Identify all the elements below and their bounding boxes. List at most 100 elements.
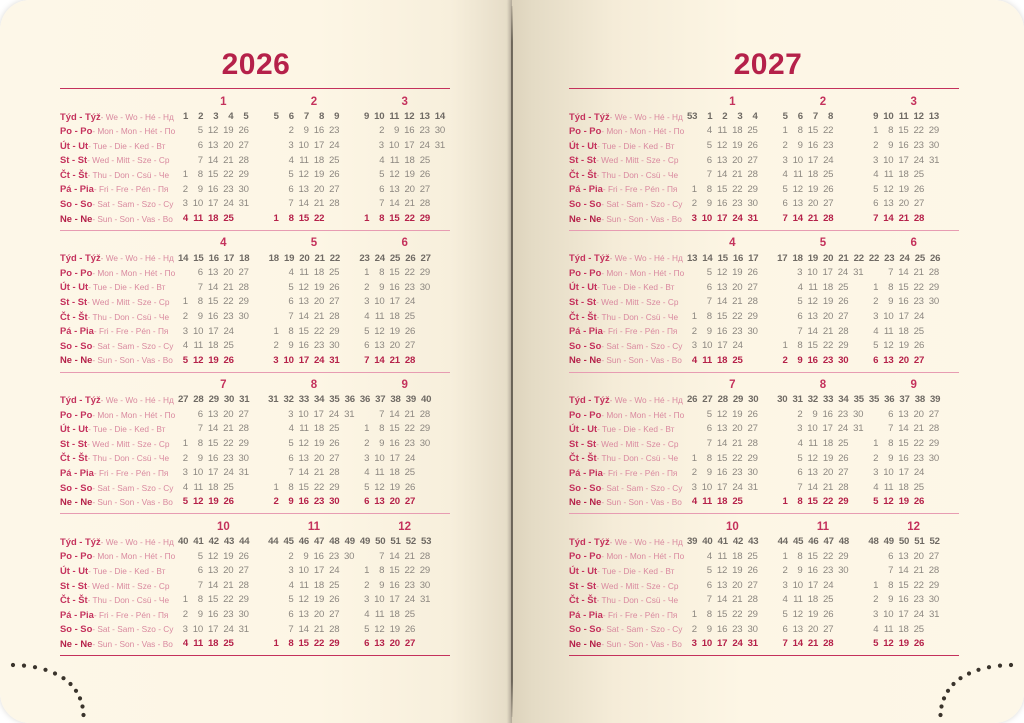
date-cell[interactable]: 17 (898, 609, 909, 621)
date-cell[interactable]: 2 (782, 139, 788, 151)
date-cell[interactable]: 8 (197, 594, 203, 606)
date-cell[interactable]: 6 (288, 296, 294, 308)
date-cell[interactable]: 23 (822, 565, 834, 577)
date-cell[interactable]: 24 (913, 154, 924, 166)
date-cell[interactable]: 18 (792, 252, 803, 264)
date-cell[interactable]: 50 (375, 536, 386, 548)
date-cell[interactable]: 18 (898, 169, 909, 181)
date-cell[interactable]: 10 (792, 154, 803, 166)
date-cell[interactable]: 21 (313, 198, 325, 210)
date-cell[interactable]: 15 (389, 212, 400, 224)
date-cell[interactable]: 16 (298, 496, 309, 508)
date-cell[interactable]: 30 (853, 408, 864, 420)
date-cell[interactable]: 36 (359, 394, 371, 406)
date-cell[interactable]: 18 (898, 623, 909, 635)
date-cell[interactable]: 26 (329, 594, 340, 606)
month-header-4[interactable]: 4 (687, 233, 778, 251)
date-cell[interactable]: 21 (223, 281, 234, 293)
date-cell[interactable]: 4 (288, 267, 294, 279)
date-cell[interactable]: 1 (691, 310, 697, 322)
date-cell[interactable]: 26 (747, 267, 758, 279)
month-header-7[interactable]: 7 (178, 375, 269, 393)
date-cell[interactable]: 45 (792, 536, 804, 548)
date-cell[interactable]: 14 (702, 252, 713, 264)
date-cell[interactable]: 8 (379, 565, 385, 577)
date-cell[interactable]: 11 (299, 579, 309, 591)
date-cell[interactable]: 28 (419, 550, 431, 562)
date-cell[interactable]: 18 (313, 154, 325, 166)
date-cell[interactable]: 10 (883, 110, 894, 122)
date-cell[interactable]: 6 (379, 183, 385, 195)
date-cell[interactable]: 30 (223, 394, 235, 406)
date-cell[interactable]: 18 (389, 310, 400, 322)
date-cell[interactable]: 31 (419, 594, 431, 606)
date-cell[interactable]: 14 (389, 198, 400, 210)
date-cell[interactable]: 22 (329, 252, 341, 264)
date-cell[interactable]: 26 (838, 296, 849, 308)
date-cell[interactable]: 23 (404, 579, 415, 591)
date-cell[interactable]: 14 (298, 310, 309, 322)
date-cell[interactable]: 3 (363, 594, 370, 606)
date-cell[interactable]: 24 (328, 408, 340, 420)
date-cell[interactable]: 9 (706, 467, 712, 479)
date-cell[interactable]: 6 (888, 550, 894, 562)
date-cell[interactable]: 31 (239, 394, 250, 406)
date-cell[interactable]: 16 (389, 579, 400, 591)
date-cell[interactable]: 4 (873, 325, 879, 337)
date-cell[interactable]: 6 (873, 354, 879, 366)
date-cell[interactable]: 21 (313, 623, 325, 635)
date-cell[interactable]: 13 (374, 638, 385, 650)
date-cell[interactable]: 36 (344, 394, 355, 406)
date-cell[interactable]: 25 (419, 154, 430, 166)
date-cell[interactable]: 3 (782, 154, 788, 166)
date-cell[interactable]: 41 (717, 536, 728, 548)
date-cell[interactable]: 13 (389, 183, 400, 195)
date-cell[interactable]: 13 (928, 110, 940, 122)
date-cell[interactable]: 22 (313, 325, 325, 337)
date-cell[interactable]: 14 (298, 467, 309, 479)
date-cell[interactable]: 8 (379, 212, 385, 224)
date-cell[interactable]: 9 (706, 623, 712, 635)
date-cell[interactable]: 13 (298, 296, 309, 308)
date-cell[interactable]: 7 (288, 198, 294, 210)
date-cell[interactable]: 20 (807, 623, 819, 635)
date-cell[interactable]: 23 (313, 496, 325, 508)
date-cell[interactable]: 25 (223, 340, 234, 352)
date-cell[interactable]: 17 (208, 467, 219, 479)
date-cell[interactable]: 11 (389, 110, 400, 122)
date-cell[interactable]: 26 (223, 354, 234, 366)
date-cell[interactable]: 9 (812, 408, 818, 420)
date-cell[interactable]: 8 (288, 325, 294, 337)
date-cell[interactable]: 3 (873, 310, 879, 322)
date-cell[interactable]: 15 (716, 609, 728, 621)
date-cell[interactable]: 11 (374, 310, 385, 322)
date-cell[interactable]: 35 (868, 394, 880, 406)
date-cell[interactable]: 40 (420, 394, 432, 406)
date-cell[interactable]: 16 (898, 139, 909, 151)
date-cell[interactable]: 8 (797, 125, 803, 137)
date-cell[interactable]: 15 (389, 267, 400, 279)
date-cell[interactable]: 4 (288, 154, 294, 166)
date-cell[interactable]: 23 (913, 139, 924, 151)
date-cell[interactable]: 13 (207, 565, 219, 577)
date-cell[interactable]: 29 (838, 550, 849, 562)
date-cell[interactable]: 1 (182, 296, 188, 308)
date-cell[interactable]: 24 (732, 638, 743, 650)
date-cell[interactable]: 2 (182, 183, 188, 195)
date-cell[interactable]: 44 (239, 536, 250, 548)
date-cell[interactable]: 5 (288, 438, 294, 450)
date-cell[interactable]: 25 (747, 550, 758, 562)
date-cell[interactable]: 42 (208, 536, 219, 548)
month-header-3[interactable]: 3 (868, 92, 959, 110)
date-cell[interactable]: 34 (314, 394, 325, 406)
date-cell[interactable]: 12 (716, 139, 728, 151)
date-cell[interactable]: 30 (344, 550, 355, 562)
date-cell[interactable]: 16 (207, 310, 219, 322)
date-cell[interactable]: 19 (807, 252, 818, 264)
date-cell[interactable]: 39 (929, 394, 941, 406)
date-cell[interactable]: 24 (223, 623, 234, 635)
date-cell[interactable]: 10 (192, 623, 204, 635)
date-cell[interactable]: 20 (807, 198, 819, 210)
date-cell[interactable]: 2 (873, 452, 879, 464)
date-cell[interactable]: 27 (928, 550, 940, 562)
